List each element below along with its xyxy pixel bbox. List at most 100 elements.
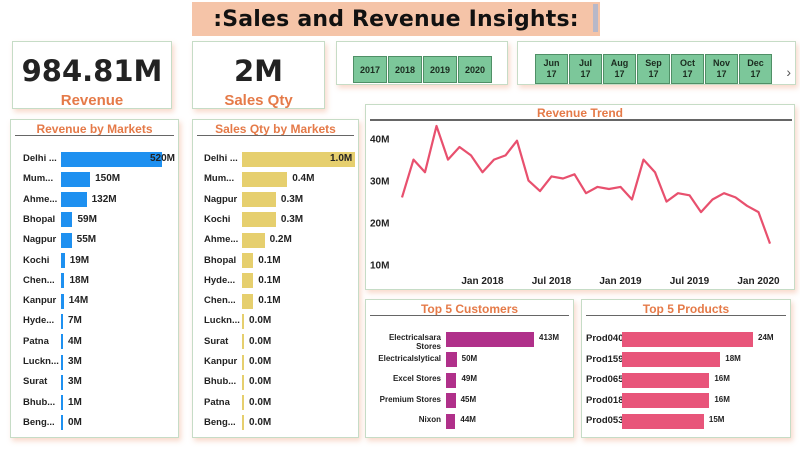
bar[interactable]	[61, 273, 65, 289]
bar[interactable]	[622, 352, 721, 367]
bar[interactable]	[61, 232, 72, 248]
bar[interactable]	[446, 331, 534, 347]
data-label: 18M	[69, 274, 89, 286]
bar[interactable]	[242, 151, 355, 167]
month-button-sep-17[interactable]: Sep 17	[637, 54, 670, 84]
data-label: 16M	[714, 374, 730, 383]
bar[interactable]	[622, 413, 704, 429]
category-label: Bhub...	[23, 396, 56, 408]
bar[interactable]	[242, 273, 254, 289]
title-scroll-grip	[593, 4, 598, 32]
data-label: 3M	[68, 356, 82, 367]
category-label: Electricalsara Stores	[388, 333, 441, 351]
bar[interactable]	[242, 334, 244, 350]
revenue-trend-title: Revenue Trend	[536, 106, 624, 120]
category-label: Delhi ...	[23, 153, 57, 164]
bar[interactable]	[622, 393, 710, 408]
month-slicer: Jun 17 Jul 17 Aug 17 Sep 17 Oct 17 Nov 17 Dec 1…	[517, 41, 796, 85]
category-label: Premium Stores	[379, 394, 441, 404]
category-label: Bhopal	[204, 254, 237, 266]
data-label: 45M	[460, 394, 477, 404]
bar[interactable]	[61, 293, 64, 309]
category-label: Patna	[204, 396, 230, 408]
title-underline	[197, 135, 354, 136]
sales-qty-kpi-card: 2M Sales Qty	[192, 41, 325, 109]
data-label: 0.1M	[258, 295, 281, 307]
year-button-2018[interactable]: 2018	[388, 56, 422, 83]
bar[interactable]	[446, 393, 456, 408]
revenue-kpi-value: 984.81M	[21, 54, 163, 88]
data-label: 18M	[725, 353, 741, 363]
month-button-aug-17[interactable]: Aug 17	[603, 54, 636, 84]
month-button-nov-17[interactable]: Nov 17	[705, 54, 738, 84]
category-label: Kanpur	[204, 356, 238, 367]
bar[interactable]	[61, 192, 87, 208]
bar[interactable]	[242, 415, 244, 431]
bar[interactable]	[242, 253, 254, 268]
bar[interactable]	[61, 415, 63, 431]
bar[interactable]	[242, 293, 254, 309]
data-label: 49M	[461, 374, 477, 383]
bar[interactable]	[242, 395, 244, 411]
bar[interactable]	[242, 232, 265, 248]
data-label: 14M	[68, 295, 89, 307]
dashboard-title: :Sales and Revenue Insights:	[213, 6, 579, 32]
bar[interactable]	[61, 395, 63, 411]
top-customers-panel: Top 5 Customers Electricalsara Stores 413…	[365, 299, 574, 438]
bar[interactable]	[242, 192, 276, 208]
category-label: Chen...	[23, 274, 55, 286]
bar[interactable]	[61, 253, 65, 268]
bar[interactable]	[242, 171, 288, 187]
data-label: 1.0M	[330, 153, 353, 164]
bar[interactable]	[61, 354, 63, 370]
category-label: Hyde...	[204, 274, 236, 286]
bar[interactable]	[242, 313, 244, 329]
category-label: Bhub...	[204, 376, 237, 388]
year-button-2020[interactable]: 2020	[458, 56, 492, 83]
y-tick-label: 30M	[370, 177, 389, 188]
year-button-2019[interactable]: 2019	[423, 56, 457, 83]
month-year: 17	[614, 69, 625, 79]
bar[interactable]	[446, 413, 456, 429]
data-label: 0.0M	[249, 356, 272, 367]
month-name: Aug	[610, 58, 629, 68]
month-name: Jun	[543, 58, 560, 68]
data-label: 7M	[68, 315, 82, 327]
month-button-oct-17[interactable]: Oct 17	[671, 54, 704, 84]
data-label: 0.0M	[249, 396, 272, 408]
month-year: 17	[682, 69, 693, 79]
month-button-jul-17[interactable]: Jul 17	[569, 54, 602, 84]
chevron-right-icon[interactable]: ›	[786, 64, 791, 80]
revenue-by-markets-title: Revenue by Markets	[36, 122, 153, 136]
bar[interactable]	[242, 212, 276, 228]
top-customers-title: Top 5 Customers	[420, 302, 519, 316]
bar[interactable]	[61, 171, 91, 187]
month-button-dec-17[interactable]: Dec 17	[739, 54, 772, 84]
year-button-2017[interactable]: 2017	[353, 56, 387, 83]
data-label: 0.0M	[249, 335, 272, 347]
month-year: 17	[580, 69, 591, 79]
bar[interactable]	[61, 151, 162, 167]
y-tick-label: 40M	[370, 135, 389, 146]
bar[interactable]	[242, 374, 244, 390]
data-label: 0.0M	[249, 376, 272, 388]
bar[interactable]	[446, 352, 457, 367]
bar[interactable]	[446, 372, 457, 388]
bar[interactable]	[61, 374, 63, 390]
month-button-jun-17[interactable]: Jun 17	[535, 54, 568, 84]
bar[interactable]	[622, 331, 753, 347]
data-label: 19M	[69, 254, 90, 266]
data-label: 50M	[461, 353, 478, 363]
bar[interactable]	[242, 354, 244, 370]
bar[interactable]	[61, 313, 63, 329]
revenue-trend-line[interactable]	[400, 124, 772, 244]
sales-qty-kpi-value: 2M	[233, 54, 284, 88]
x-tick-label: Jan 2018	[461, 276, 504, 287]
bar[interactable]	[622, 372, 710, 388]
bar[interactable]	[61, 334, 63, 350]
data-label: 1M	[68, 396, 82, 408]
category-label: Electricalslytical	[378, 353, 441, 363]
bar[interactable]	[61, 212, 73, 228]
data-label: 0.1M	[258, 274, 281, 286]
x-tick-label: Jul 2019	[670, 276, 710, 287]
